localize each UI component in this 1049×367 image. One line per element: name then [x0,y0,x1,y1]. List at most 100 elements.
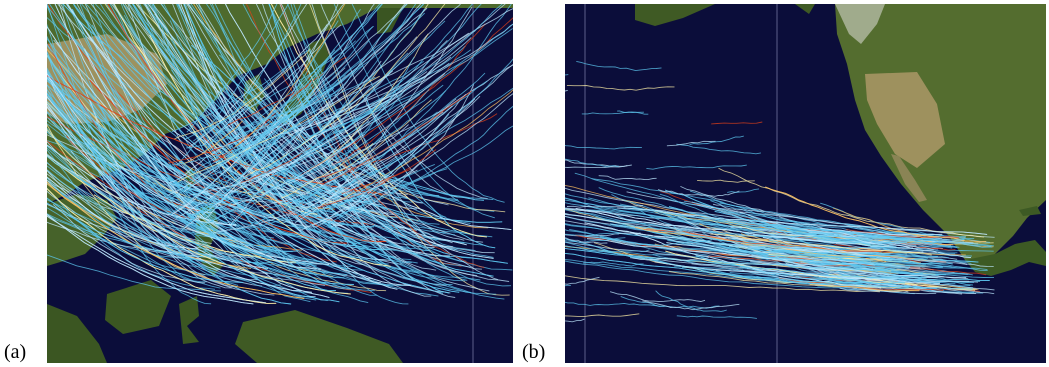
cyclone-track [107,90,444,294]
cyclone-track [203,4,302,153]
cyclone-track [914,288,977,295]
cyclone-track [598,175,657,181]
cyclone-track [47,153,246,240]
cyclone-track [47,176,199,250]
cyclone-track [341,168,411,195]
cyclone-track [767,235,914,249]
cyclone-track [820,228,943,236]
cyclone-track [565,208,897,271]
cyclone-track [170,4,339,216]
cyclone-track [635,226,886,262]
new-guinea-island [235,310,403,363]
cyclone-track [186,4,278,133]
cyclone-track [689,135,744,146]
cyclone-track [225,37,472,195]
cyclone-track [210,98,390,287]
cyclone-track [175,4,422,219]
cyclone-track [219,73,446,189]
cyclone-track [330,6,473,198]
cyclone-track [322,63,513,195]
cyclone-track [47,144,330,266]
cyclone-track [565,229,908,277]
cyclone-track [112,4,393,262]
cyclone-track [327,105,513,220]
cyclone-track [47,197,244,283]
cyclone-track [47,155,351,295]
cyclone-track [317,113,498,179]
cyclone-track [839,258,911,268]
cyclone-track [181,108,327,232]
borneo-island [105,280,171,334]
cyclone-track [132,4,494,277]
cyclone-track [565,276,600,285]
cyclone-track [635,225,949,259]
cyclone-track [322,90,472,185]
cyclone-track [178,4,382,284]
cyclone-track [228,133,365,207]
cyclone-track [47,103,269,269]
cyclone-track [47,43,393,286]
cyclone-track [47,106,312,293]
cyclone-track [62,4,239,286]
cyclone-track [224,4,494,259]
cyclone-track [278,93,395,135]
baja-california [891,154,927,202]
cyclone-track [47,123,230,210]
cyclone-track [209,93,421,223]
western-pacific-track-map [47,4,513,363]
cyclone-track [838,262,943,268]
cyclone-track [337,125,513,216]
cyclone-track [47,43,201,212]
cyclone-track [626,230,882,289]
map-b-canvas [565,4,1046,363]
cyclone-track [765,186,987,243]
cyclone-track [303,23,513,139]
cyclone-track [316,70,394,126]
cyclone-track [268,4,446,218]
cyclone-track [565,248,990,281]
cyclone-track [177,4,460,293]
cyclone-track [144,4,450,257]
cyclone-track [47,95,237,227]
cyclone-track [565,197,923,274]
cyclone-track [565,253,880,284]
cyclone-track [190,216,337,292]
cyclone-track [286,152,407,222]
cyclone-track [54,4,322,270]
cyclone-tracks-b [565,60,995,323]
cyclone-track [230,116,317,159]
cyclone-track [565,275,880,293]
cyclone-track [176,4,289,167]
mountain-snow [835,4,885,44]
cyclone-track [245,4,446,177]
cyclone-track [47,4,312,294]
cyclone-track [47,124,206,276]
cyclone-track [565,145,642,150]
cyclone-track [47,215,266,304]
cyclone-track [71,8,272,249]
cyclone-track [47,72,275,216]
cyclone-track [210,8,361,174]
cyclone-track [727,188,760,193]
cyclone-track [98,76,296,264]
cyclone-track [47,93,253,247]
cyclone-track [174,48,311,140]
cyclone-track [565,318,585,323]
cyclone-track [187,215,345,279]
cyclone-track [566,204,644,208]
cyclone-track [565,237,608,244]
cyclone-track [47,202,204,258]
cyclone-track [565,158,620,168]
cyclone-track [47,214,254,305]
cyclone-track [565,89,568,92]
sumatra-java [47,304,107,363]
cyclone-track [168,49,336,201]
cyclone-track [281,142,374,199]
cyclone-track [191,140,280,187]
cyclone-track [314,58,513,218]
cyclone-track [677,215,909,293]
cyclone-track [171,49,309,133]
cyclone-track [184,120,243,164]
cyclone-track [657,189,740,197]
cyclone-track [666,140,716,147]
